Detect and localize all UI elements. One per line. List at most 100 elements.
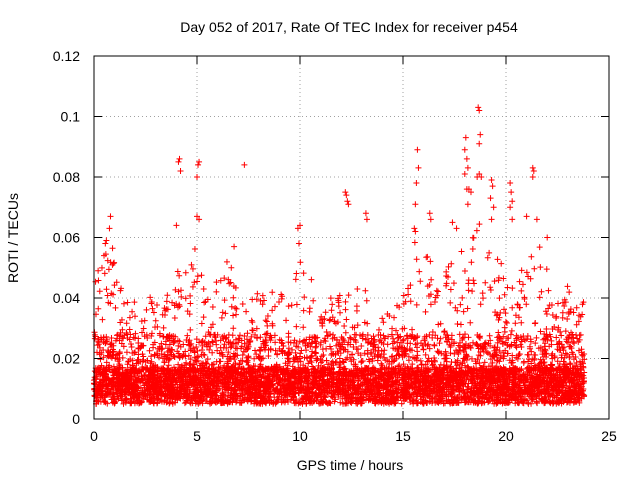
data-point xyxy=(298,347,305,354)
data-point xyxy=(218,314,225,321)
data-point xyxy=(476,359,483,366)
data-point xyxy=(509,285,516,292)
data-point xyxy=(257,347,264,354)
data-point xyxy=(468,259,475,266)
data-point xyxy=(448,260,455,267)
data-point xyxy=(458,248,465,255)
data-point xyxy=(124,299,131,306)
data-point xyxy=(201,299,208,306)
data-point xyxy=(259,301,266,308)
data-point xyxy=(209,339,216,346)
data-point xyxy=(92,278,99,285)
data-point xyxy=(518,287,525,294)
data-point xyxy=(548,337,555,344)
data-point xyxy=(259,292,266,299)
data-point xyxy=(516,304,523,311)
data-point xyxy=(512,312,519,319)
data-point xyxy=(279,340,286,347)
data-point xyxy=(573,304,580,311)
data-point xyxy=(256,347,263,354)
data-point xyxy=(193,336,200,343)
data-point xyxy=(389,331,396,338)
data-point xyxy=(500,275,507,282)
data-point xyxy=(250,362,257,369)
data-point xyxy=(323,329,330,336)
data-point xyxy=(97,356,104,363)
data-point xyxy=(469,245,476,252)
data-point xyxy=(191,279,198,286)
data-point xyxy=(148,332,155,339)
data-point xyxy=(477,335,484,342)
data-point xyxy=(156,330,163,337)
data-point xyxy=(230,312,237,319)
data-point xyxy=(95,305,102,312)
data-point xyxy=(128,344,135,351)
data-point xyxy=(146,347,153,354)
data-point xyxy=(496,295,503,302)
data-point xyxy=(565,339,572,346)
data-point xyxy=(295,344,302,351)
data-point xyxy=(501,291,508,298)
data-point xyxy=(564,283,571,290)
data-point xyxy=(99,316,106,323)
data-point xyxy=(395,335,402,342)
data-point xyxy=(117,319,124,326)
data-point xyxy=(230,294,237,301)
data-point xyxy=(553,334,560,341)
data-point xyxy=(198,272,205,279)
data-point xyxy=(532,319,539,326)
data-point xyxy=(573,359,580,366)
data-point xyxy=(293,270,300,277)
data-point xyxy=(271,394,278,401)
data-point xyxy=(555,300,562,307)
data-point xyxy=(322,309,329,316)
data-point xyxy=(239,301,246,308)
data-point xyxy=(411,239,418,246)
data-point xyxy=(361,350,368,357)
data-point xyxy=(126,326,133,333)
data-point xyxy=(337,399,344,406)
data-point xyxy=(171,314,178,321)
data-point xyxy=(407,282,414,289)
data-point xyxy=(189,265,196,272)
data-point xyxy=(174,268,181,275)
data-point xyxy=(497,309,504,316)
data-point xyxy=(135,340,142,347)
data-point xyxy=(416,268,423,275)
data-point xyxy=(391,314,398,321)
data-point xyxy=(342,356,349,363)
data-point xyxy=(329,335,336,342)
data-point xyxy=(112,355,119,362)
data-point xyxy=(209,321,216,328)
data-point xyxy=(200,285,207,292)
data-point xyxy=(308,276,315,283)
data-point xyxy=(328,307,335,314)
data-point xyxy=(447,299,454,306)
data-point xyxy=(579,311,586,318)
data-point xyxy=(437,335,444,342)
data-point xyxy=(429,328,436,335)
data-point xyxy=(516,278,523,285)
data-point xyxy=(533,334,540,341)
data-point xyxy=(427,258,434,265)
data-point xyxy=(460,308,467,315)
chart-title: Day 052 of 2017, Rate Of TEC Index for r… xyxy=(180,19,518,35)
data-point xyxy=(293,301,300,308)
data-point xyxy=(191,246,198,253)
data-point xyxy=(464,305,471,312)
data-point xyxy=(163,298,170,305)
data-point xyxy=(271,303,278,310)
data-point xyxy=(379,315,386,322)
data-point xyxy=(409,347,416,354)
data-point xyxy=(343,316,350,323)
data-point xyxy=(94,342,101,349)
data-point xyxy=(148,330,155,337)
data-point xyxy=(396,362,403,369)
data-point xyxy=(293,323,300,330)
data-point xyxy=(499,340,506,347)
data-point xyxy=(154,301,160,308)
data-point xyxy=(329,301,336,308)
data-point xyxy=(419,342,426,349)
data-point xyxy=(223,258,230,265)
data-point xyxy=(503,319,510,326)
